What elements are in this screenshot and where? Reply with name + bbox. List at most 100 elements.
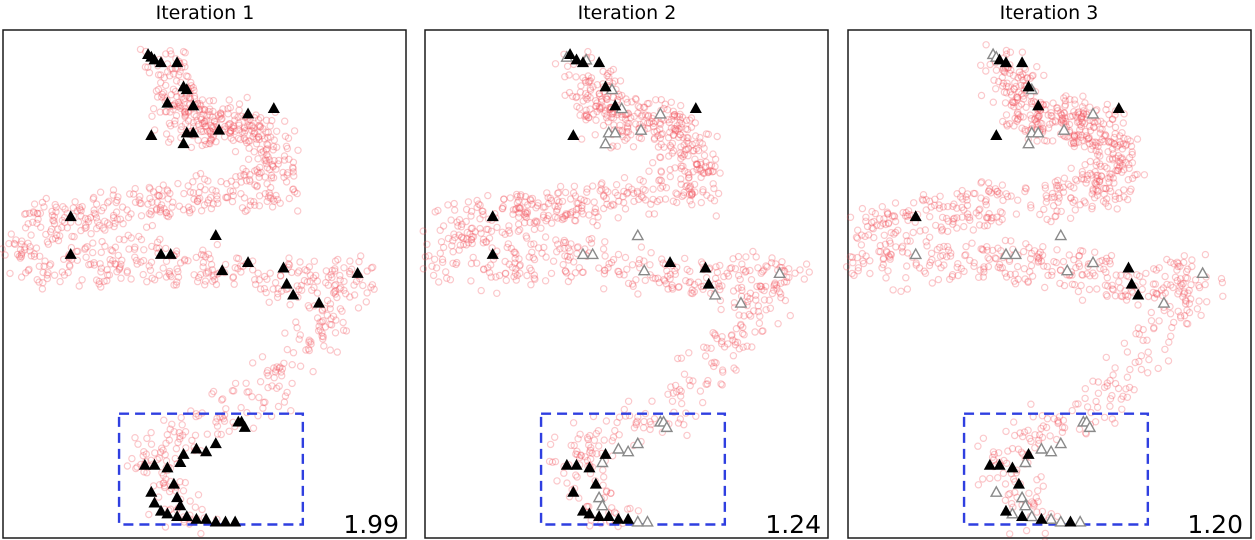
background-point bbox=[630, 197, 638, 206]
background-point bbox=[902, 231, 910, 240]
background-point bbox=[1081, 394, 1089, 403]
background-point bbox=[863, 222, 872, 231]
background-point bbox=[1029, 97, 1038, 106]
background-point bbox=[1006, 88, 1014, 96]
background-point bbox=[563, 210, 572, 219]
background-point bbox=[596, 187, 604, 195]
background-point bbox=[196, 169, 205, 178]
background-point bbox=[431, 208, 439, 216]
background-point bbox=[1031, 431, 1039, 439]
background-point bbox=[884, 210, 892, 218]
background-point bbox=[1133, 170, 1141, 179]
background-point bbox=[532, 204, 540, 212]
labeled-point bbox=[138, 458, 151, 470]
background-point bbox=[197, 207, 206, 215]
background-point bbox=[998, 82, 1007, 90]
background-point bbox=[331, 257, 340, 265]
background-point bbox=[886, 239, 894, 247]
background-point bbox=[1181, 274, 1190, 282]
unlabeled-point bbox=[708, 288, 722, 300]
background-point bbox=[116, 263, 124, 271]
background-point bbox=[979, 246, 987, 254]
background-point bbox=[656, 195, 664, 204]
background-point bbox=[903, 249, 912, 257]
background-point bbox=[256, 123, 264, 131]
background-point bbox=[1061, 114, 1069, 122]
background-point bbox=[649, 158, 657, 167]
background-point bbox=[467, 207, 476, 216]
background-point bbox=[700, 151, 709, 160]
background-point bbox=[207, 121, 215, 130]
background-point bbox=[105, 197, 113, 205]
background-point bbox=[650, 128, 658, 136]
background-point bbox=[419, 227, 427, 235]
background-point bbox=[670, 124, 679, 133]
scatter-plot-area bbox=[842, 29, 1252, 540]
background-point bbox=[621, 253, 630, 262]
background-point bbox=[232, 172, 240, 181]
background-point bbox=[255, 276, 263, 284]
background-point bbox=[583, 502, 592, 511]
background-point bbox=[1051, 117, 1059, 125]
background-point bbox=[1108, 415, 1117, 423]
background-point bbox=[657, 168, 666, 176]
background-point bbox=[634, 290, 642, 298]
labeled-point bbox=[241, 107, 255, 119]
background-point bbox=[117, 260, 125, 268]
background-point bbox=[1033, 137, 1041, 145]
background-point bbox=[1103, 379, 1112, 387]
background-point bbox=[331, 329, 340, 337]
background-point bbox=[600, 285, 608, 293]
background-point bbox=[89, 239, 97, 247]
background-point bbox=[545, 457, 554, 466]
background-point bbox=[1100, 132, 1109, 140]
background-point bbox=[1099, 184, 1108, 192]
background-point bbox=[586, 93, 594, 102]
background-point bbox=[35, 278, 43, 286]
background-point bbox=[692, 139, 700, 148]
background-point bbox=[1108, 170, 1116, 178]
background-point bbox=[1140, 171, 1149, 179]
background-point bbox=[306, 271, 315, 279]
background-point bbox=[854, 264, 863, 272]
background-point bbox=[476, 224, 484, 233]
background-point bbox=[1078, 103, 1087, 111]
background-point bbox=[367, 264, 376, 272]
background-point bbox=[180, 189, 188, 198]
background-point bbox=[74, 218, 83, 226]
background-point bbox=[144, 200, 152, 208]
labeled-point bbox=[200, 512, 213, 524]
background-point bbox=[677, 392, 685, 400]
background-point bbox=[275, 382, 283, 390]
background-point bbox=[1114, 189, 1123, 197]
unlabeled-point bbox=[1054, 436, 1068, 449]
background-point bbox=[683, 137, 691, 145]
background-point bbox=[1078, 167, 1087, 176]
background-point bbox=[985, 209, 993, 218]
background-point bbox=[54, 225, 62, 233]
background-point bbox=[127, 275, 135, 283]
background-point bbox=[983, 246, 992, 254]
background-point bbox=[1001, 480, 1010, 488]
background-point bbox=[588, 449, 597, 457]
background-point bbox=[352, 277, 361, 286]
background-point bbox=[600, 266, 609, 274]
background-point bbox=[459, 234, 468, 243]
background-point bbox=[255, 202, 264, 210]
background-point bbox=[664, 115, 672, 124]
background-point bbox=[511, 269, 520, 277]
background-point bbox=[630, 112, 639, 121]
background-point bbox=[274, 402, 283, 411]
background-point bbox=[136, 45, 145, 54]
background-point bbox=[672, 189, 680, 197]
background-point bbox=[702, 274, 711, 282]
score-label: 1.20 bbox=[1187, 510, 1243, 539]
background-point bbox=[1001, 68, 1009, 77]
background-point bbox=[161, 244, 170, 253]
background-point bbox=[5, 239, 13, 248]
background-point bbox=[24, 239, 32, 247]
background-point bbox=[938, 213, 947, 222]
background-point bbox=[221, 260, 230, 269]
labeled-point bbox=[1132, 288, 1145, 300]
background-point bbox=[1128, 148, 1136, 156]
